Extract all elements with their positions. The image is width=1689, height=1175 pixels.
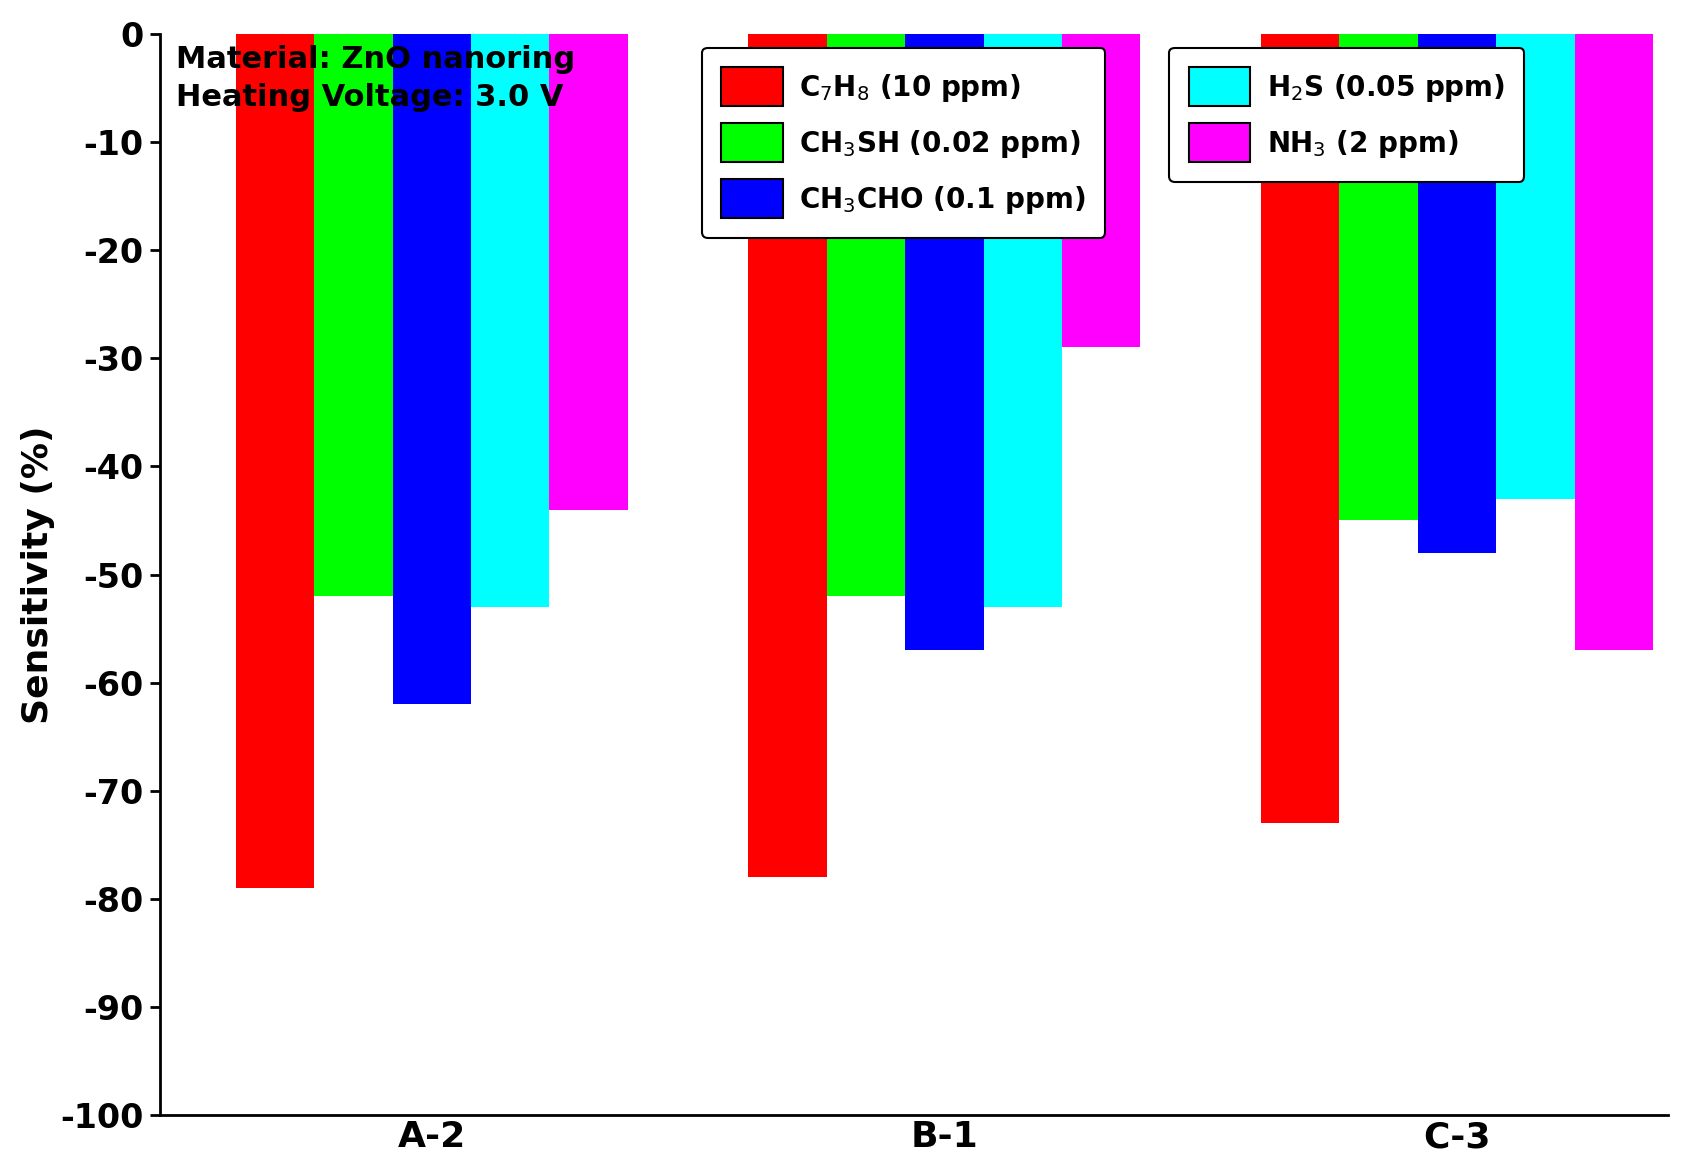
Bar bbox=[471, 34, 549, 607]
Bar bbox=[236, 34, 314, 888]
Bar bbox=[1339, 34, 1417, 521]
Text: Material: ZnO nanoring
Heating Voltage: 3.0 V: Material: ZnO nanoring Heating Voltage: … bbox=[176, 45, 574, 112]
Bar bbox=[748, 34, 828, 878]
Bar bbox=[1062, 34, 1140, 348]
Bar bbox=[1262, 34, 1339, 824]
Bar bbox=[1496, 34, 1574, 499]
Bar bbox=[905, 34, 983, 650]
Bar bbox=[1417, 34, 1496, 553]
Bar bbox=[828, 34, 905, 596]
Bar bbox=[1574, 34, 1654, 650]
Bar bbox=[314, 34, 392, 596]
Y-axis label: Sensitivity (%): Sensitivity (%) bbox=[20, 425, 54, 724]
Legend: H$_2$S (0.05 ppm), NH$_3$ (2 ppm): H$_2$S (0.05 ppm), NH$_3$ (2 ppm) bbox=[1169, 48, 1523, 182]
Bar bbox=[549, 34, 628, 510]
Bar bbox=[983, 34, 1062, 607]
Bar bbox=[392, 34, 471, 704]
